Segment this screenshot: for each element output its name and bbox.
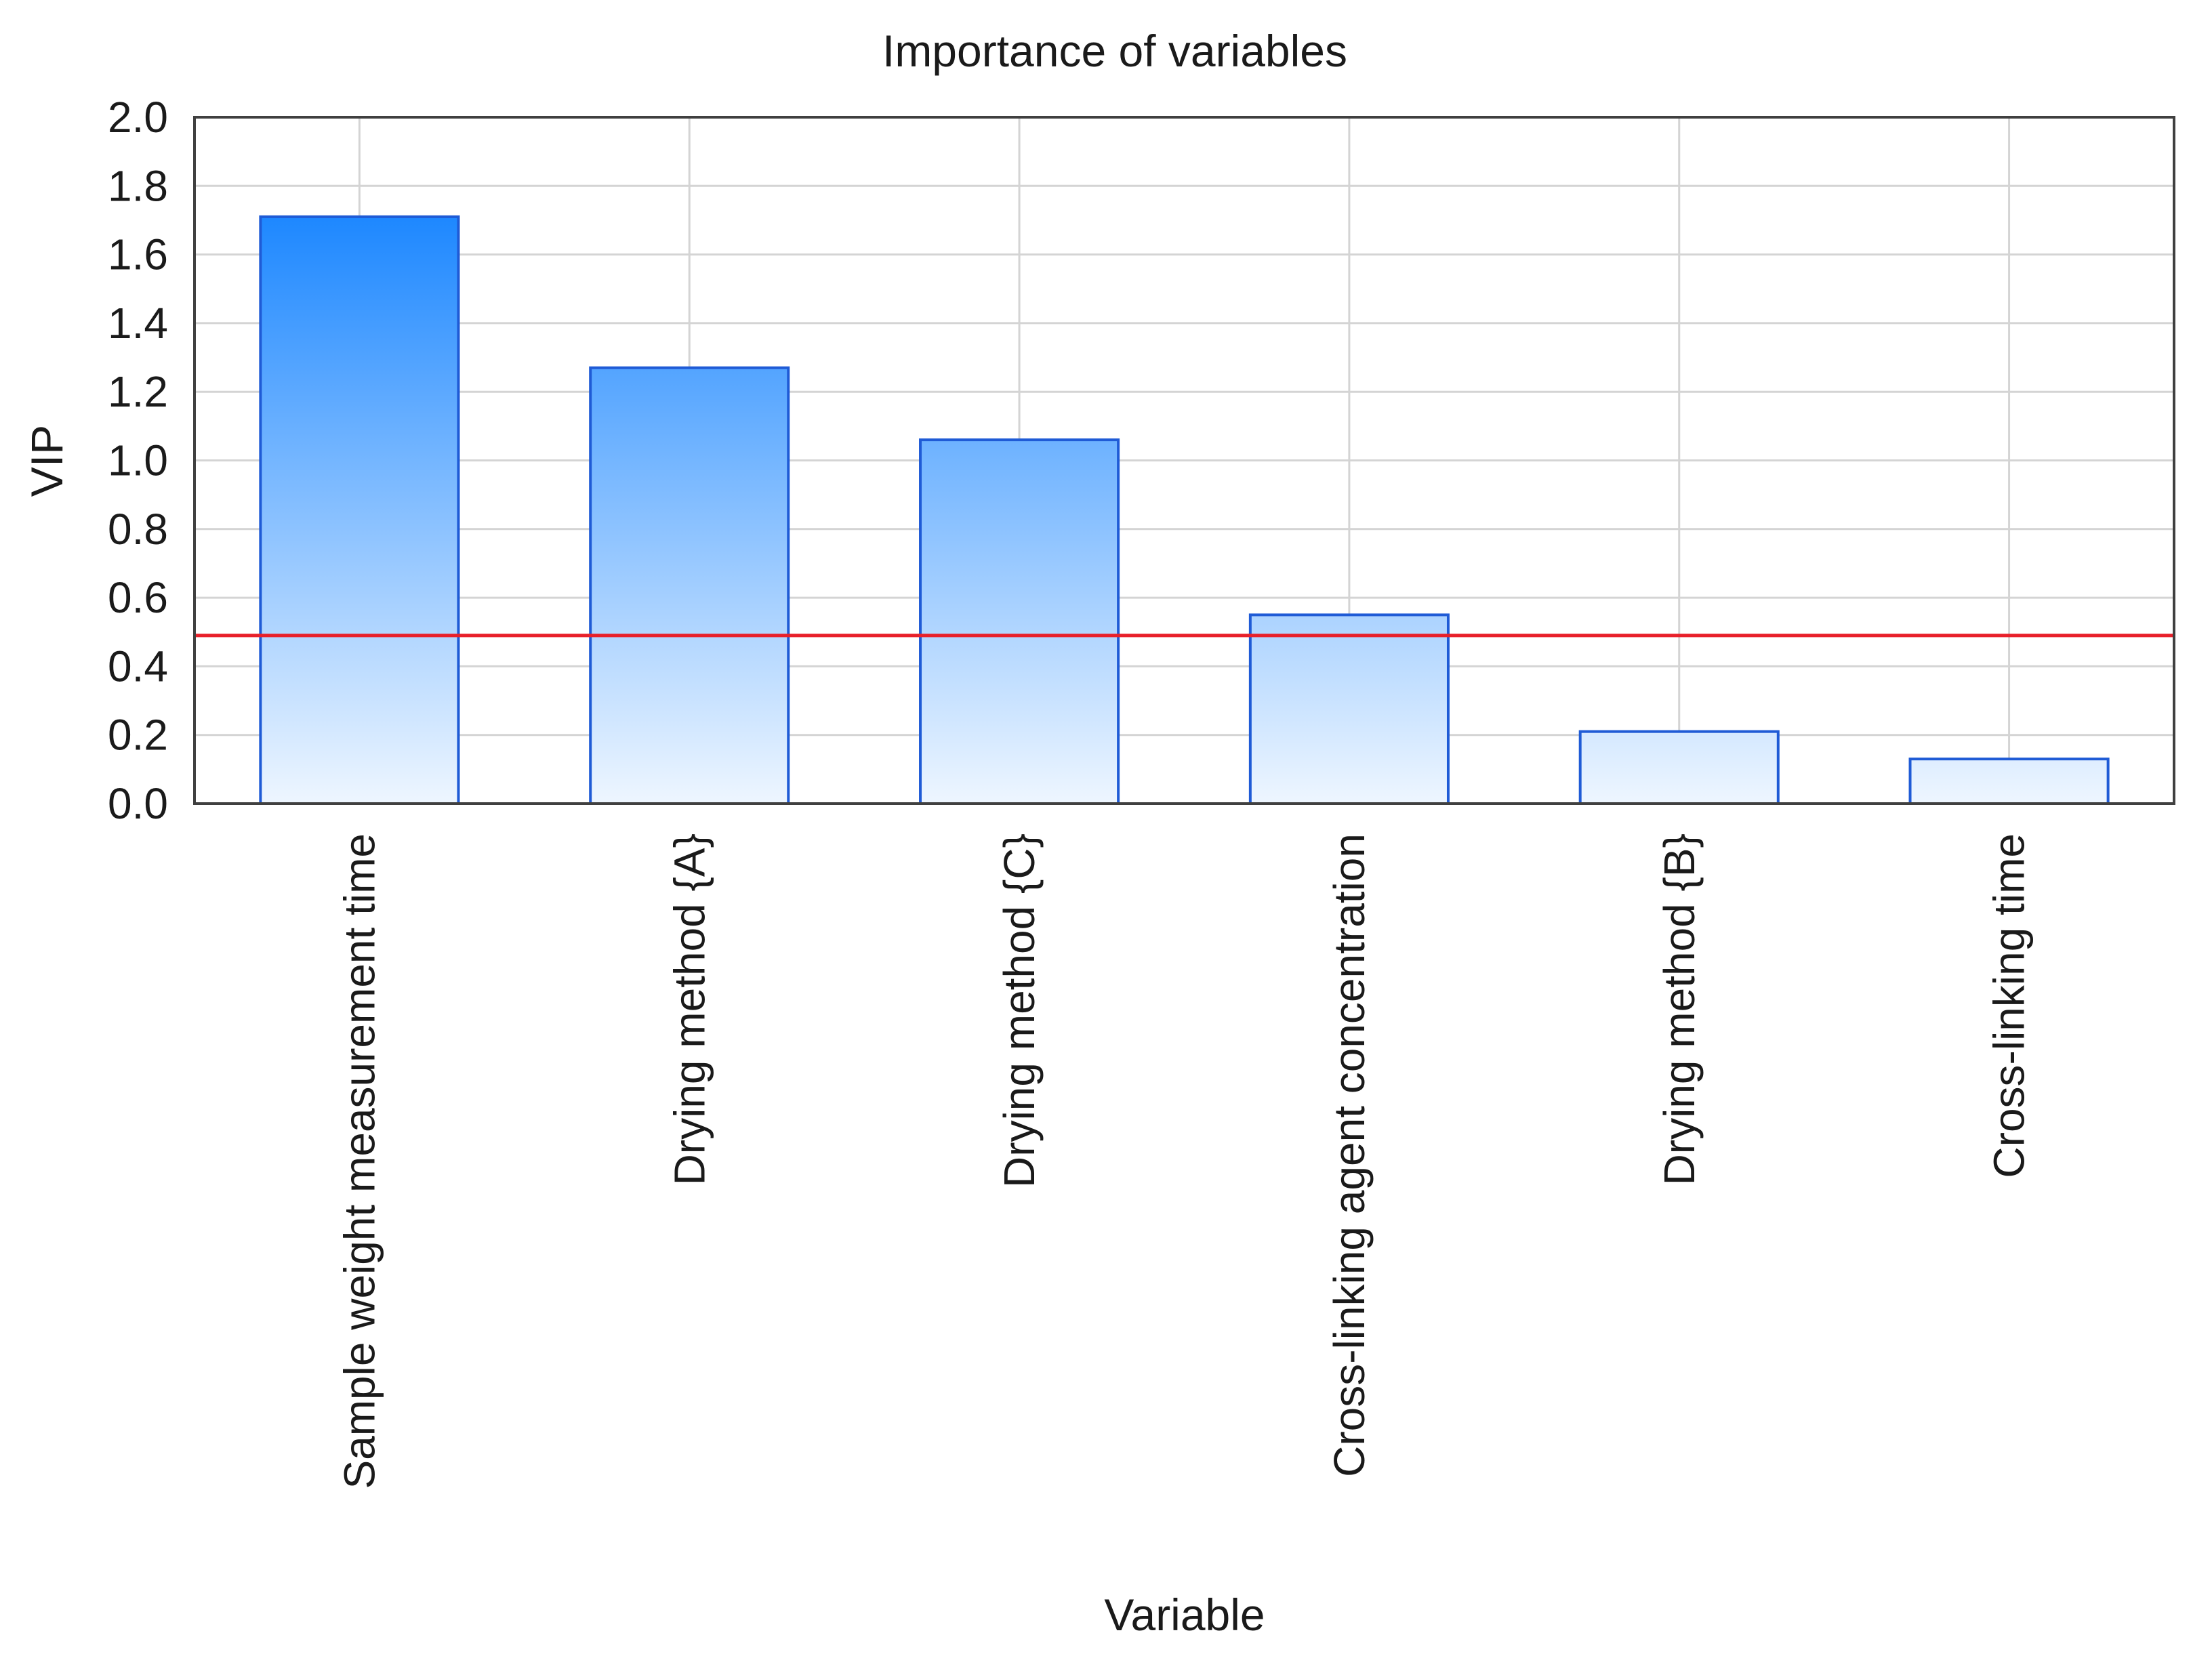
bar xyxy=(1908,758,2110,806)
x-tick-label: Drying method {C} xyxy=(995,833,1044,1188)
bar xyxy=(1248,613,1450,805)
y-tick-label: 1.8 xyxy=(108,161,168,210)
y-tick-label: 1.4 xyxy=(108,299,168,348)
x-axis-ticks: Sample weight measurement time Drying met… xyxy=(335,833,2033,1489)
y-tick-label: 2.0 xyxy=(108,93,168,142)
y-tick-label: 0.4 xyxy=(108,642,168,690)
bar xyxy=(589,366,790,805)
x-tick-label: Cross-linking time xyxy=(1985,833,2034,1178)
plot-frame xyxy=(193,116,2175,805)
bar xyxy=(919,438,1120,805)
bars xyxy=(259,215,2110,806)
y-tick-label: 0.8 xyxy=(108,505,168,554)
y-tick-label: 1.6 xyxy=(108,230,168,279)
grid-lines xyxy=(194,116,2174,805)
x-tick-label: Cross-linking agent concentration xyxy=(1325,833,1374,1477)
y-tick-label: 0.6 xyxy=(108,573,168,622)
y-tick-label: 0.2 xyxy=(108,711,168,760)
x-tick-label: Drying method {A} xyxy=(665,833,714,1185)
x-tick-label: Sample weight measurement time xyxy=(335,833,384,1489)
y-tick-label: 1.0 xyxy=(108,436,168,485)
y-tick-label: 0.0 xyxy=(108,779,168,828)
y-axis-ticks: 0.0 0.2 0.4 0.6 0.8 1.0 1.2 1.4 1.6 1.8 2.0 xyxy=(108,93,168,828)
y-axis-title: VIP xyxy=(22,425,72,497)
bar xyxy=(1578,730,1780,806)
x-axis-title: Variable xyxy=(1104,1590,1265,1640)
x-tick-label: Drying method {B} xyxy=(1655,833,1704,1185)
bar xyxy=(259,215,460,805)
chart-title: Importance of variables xyxy=(882,26,1347,76)
y-tick-label: 1.2 xyxy=(108,367,168,416)
